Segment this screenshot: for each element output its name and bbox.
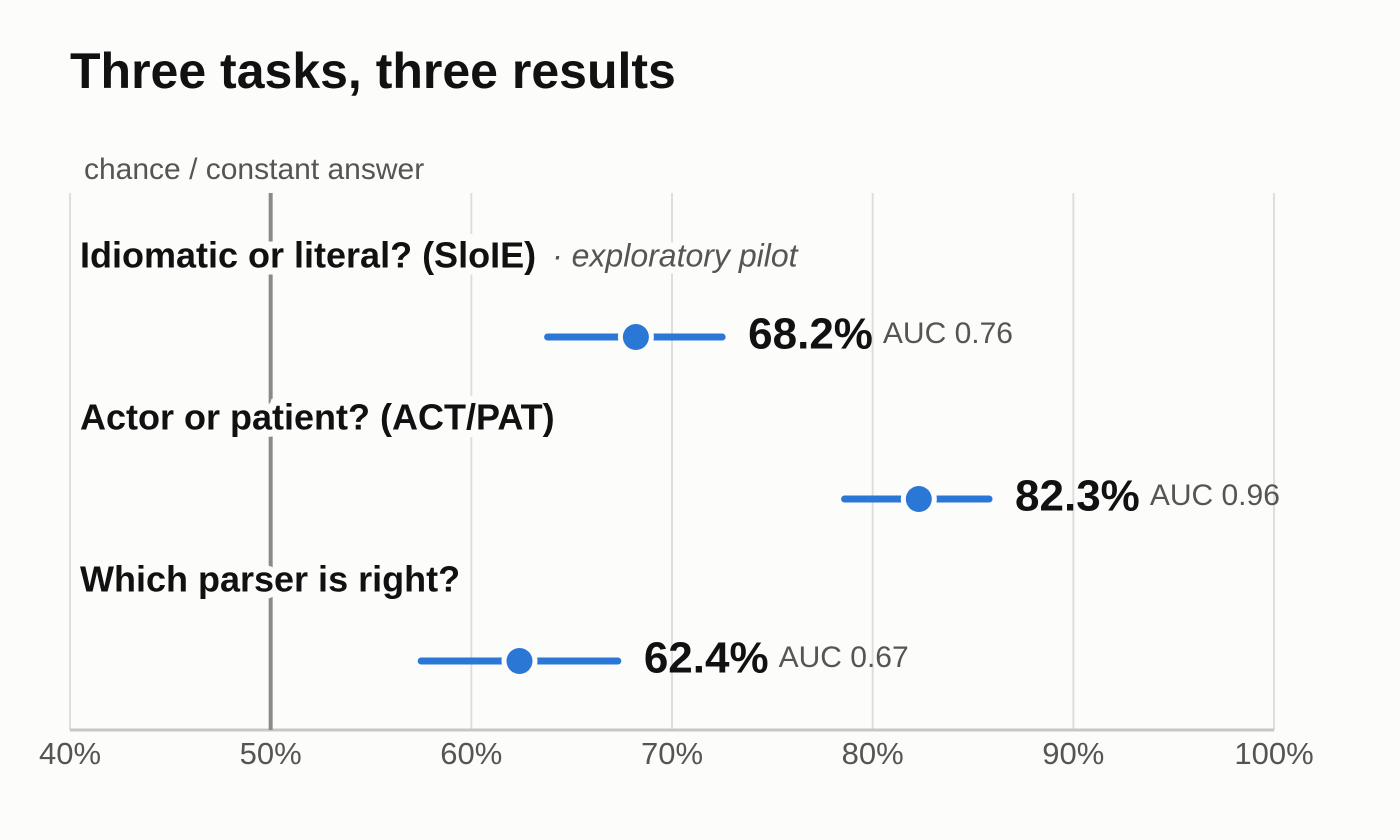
x-tick-label: 80% bbox=[842, 736, 904, 771]
chart-title: Three tasks, three results bbox=[70, 43, 676, 99]
row-label: Which parser is right? bbox=[80, 559, 460, 600]
dot bbox=[617, 319, 654, 355]
x-tick-label: 40% bbox=[39, 736, 101, 771]
row-label: Idiomatic or literal? (SloIE) bbox=[80, 235, 536, 276]
dot bbox=[501, 643, 538, 679]
x-tick-label: 50% bbox=[240, 736, 302, 771]
auc-label: AUC 0.96 bbox=[1150, 479, 1280, 512]
value-label: 62.4% bbox=[644, 634, 769, 683]
auc-label: AUC 0.76 bbox=[883, 317, 1013, 350]
row-note: · exploratory pilot bbox=[552, 237, 799, 273]
x-tick-label: 90% bbox=[1042, 736, 1104, 771]
row-label: Actor or patient? (ACT/PAT) bbox=[80, 397, 555, 438]
auc-label: AUC 0.67 bbox=[779, 641, 909, 674]
x-tick-label: 100% bbox=[1234, 736, 1313, 771]
value-label: 68.2% bbox=[748, 310, 873, 359]
dot bbox=[900, 481, 937, 517]
value-label: 82.3% bbox=[1015, 472, 1140, 521]
x-tick-label: 60% bbox=[440, 736, 502, 771]
x-tick-label: 70% bbox=[641, 736, 703, 771]
reference-label: chance / constant answer bbox=[84, 153, 424, 186]
